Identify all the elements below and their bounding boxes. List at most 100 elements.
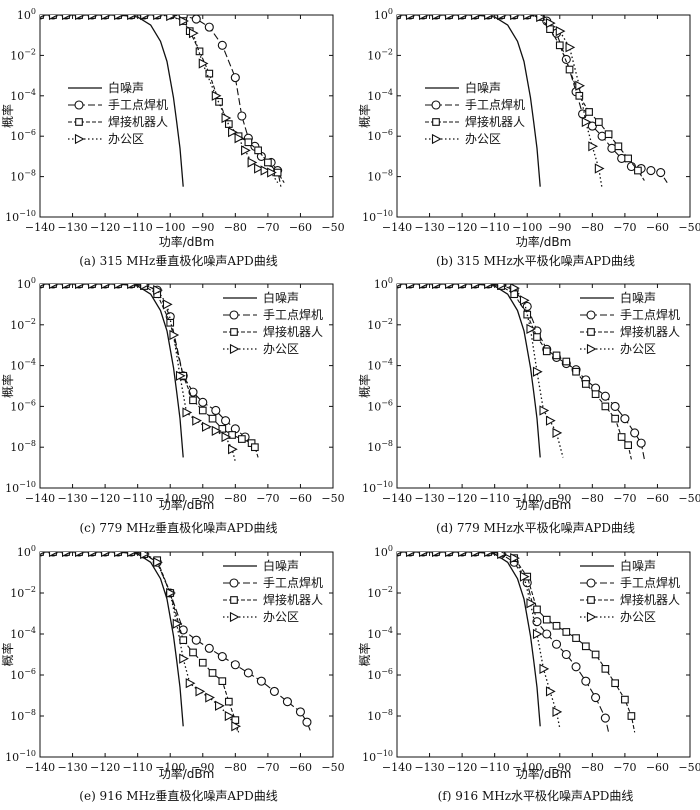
data-point-office-area <box>61 284 72 290</box>
series-line-office-area <box>40 552 240 733</box>
legend-marker-manual-welder <box>586 310 596 320</box>
x-tick-label: −60 <box>646 221 669 234</box>
x-tick-label: −70 <box>613 221 636 234</box>
data-point-office-area <box>221 431 232 443</box>
data-point-office-area <box>182 407 193 418</box>
data-point-welding-robot <box>581 380 590 388</box>
data-point-welding-robot <box>224 697 233 706</box>
legend-marker-office-area <box>586 343 597 355</box>
legend-label-manual-welder: 手工点焊机 <box>620 575 680 590</box>
x-tick-label: −130 <box>57 221 87 234</box>
chart-panel-2: −140 −130 −120 −110 −100 −90 −80 −70 −60 −50 100 10… <box>357 7 700 268</box>
data-point-manual-welder <box>600 713 610 723</box>
series-line-manual-welder <box>397 284 645 460</box>
data-point-manual-welder <box>636 438 646 448</box>
series-office-area <box>40 552 242 733</box>
data-point-office-area <box>497 284 507 291</box>
data-point-welding-robot <box>198 406 207 415</box>
x-tick-label: −100 <box>512 221 542 234</box>
y-tick-label: 10−6 <box>10 128 36 143</box>
plot-frame <box>39 551 334 758</box>
data-point-office-area <box>198 58 209 69</box>
y-tick-label: 10−6 <box>10 667 36 682</box>
x-tick-label: −110 <box>480 761 510 774</box>
data-point-office-area <box>471 552 481 558</box>
data-point-office-area <box>179 653 189 664</box>
data-point-welding-robot <box>601 664 610 673</box>
panel-caption: (f) 916 MHz水平极化噪声APD曲线 <box>438 789 634 803</box>
legend-label-white-noise: 白噪声 <box>620 558 656 573</box>
data-point-welding-robot <box>218 424 227 433</box>
data-point-welding-robot <box>195 47 204 56</box>
data-point-office-area <box>532 628 543 640</box>
data-point-office-area <box>484 552 494 558</box>
data-point-welding-robot <box>189 396 197 405</box>
data-point-office-area <box>101 15 111 21</box>
legend-marker-welding-robot <box>230 328 238 336</box>
data-point-office-area <box>565 42 576 53</box>
data-point-office-area <box>188 28 199 39</box>
data-point-welding-robot <box>237 435 246 443</box>
data-point-office-area <box>397 284 403 287</box>
data-point-manual-welder <box>600 391 610 401</box>
data-point-office-area <box>497 552 507 560</box>
data-point-welding-robot <box>611 414 619 423</box>
x-tick-label: −140 <box>382 492 412 505</box>
series-office-area <box>40 15 279 184</box>
data-point-welding-robot <box>533 333 541 341</box>
data-point-manual-welder <box>211 405 221 416</box>
data-point-office-area <box>211 425 222 436</box>
data-point-office-area <box>166 587 176 599</box>
x-tick-label: −120 <box>447 492 477 505</box>
data-point-office-area <box>185 678 196 689</box>
data-point-office-area <box>192 415 202 426</box>
y-tick-label: 10−6 <box>367 667 393 682</box>
data-point-office-area <box>418 284 429 290</box>
x-tick-label: −90 <box>191 492 214 505</box>
data-point-manual-welder <box>191 635 201 645</box>
x-tick-label: −130 <box>414 221 444 234</box>
y-tick-label: 100 <box>17 544 36 559</box>
legend-label-welding-robot: 焊接机器人 <box>620 592 680 607</box>
x-tick-label: −70 <box>256 492 279 505</box>
x-tick-label: −120 <box>447 761 477 774</box>
data-point-office-area <box>510 15 520 21</box>
chart-panel-6: −140 −130 −120 −110 −100 −90 −80 −70 −60 −50 100 10… <box>357 544 700 803</box>
x-tick-label: −90 <box>548 492 571 505</box>
x-tick-label: −80 <box>224 761 247 774</box>
y-tick-label: 100 <box>374 276 393 291</box>
panel-caption: (e) 916 MHz垂直极化噪声APD曲线 <box>79 789 277 803</box>
panel-caption: (a) 315 MHz垂直极化噪声APD曲线 <box>79 254 278 268</box>
data-point-office-area <box>539 663 550 674</box>
legend-label-white-noise: 白噪声 <box>108 80 144 95</box>
data-point-office-area <box>221 112 232 124</box>
x-tick-label: −110 <box>123 761 153 774</box>
data-point-office-area <box>532 366 543 377</box>
data-point-welding-robot <box>179 636 188 644</box>
legend-label-welding-robot: 焊接机器人 <box>465 114 525 129</box>
y-tick-label: 10−8 <box>10 708 36 723</box>
data-point-office-area <box>575 80 585 91</box>
x-tick-label: −90 <box>548 761 571 774</box>
data-point-welding-robot <box>604 130 613 139</box>
data-point-office-area <box>127 284 137 290</box>
series-white-noise <box>40 552 184 727</box>
chart-panel-3: −140 −130 −120 −110 −100 −90 −80 −70 −60 −50 100 10… <box>0 276 345 535</box>
series-line-white-noise <box>40 552 184 727</box>
data-point-manual-welder <box>581 676 591 686</box>
x-tick-label: −100 <box>512 492 542 505</box>
data-point-office-area <box>172 618 183 629</box>
series-office-area <box>40 284 238 462</box>
data-point-manual-welder <box>256 676 266 686</box>
x-tick-label: −60 <box>646 761 669 774</box>
data-point-office-area <box>539 405 550 416</box>
legend-marker-welding-robot <box>587 328 595 336</box>
data-point-manual-welder <box>204 22 214 32</box>
data-point-office-area <box>40 15 46 18</box>
x-tick-label: −110 <box>123 492 153 505</box>
data-point-welding-robot <box>562 628 571 636</box>
x-axis-label: 功率/dBm <box>516 234 572 249</box>
data-point-office-area <box>215 700 225 711</box>
x-tick-label: −100 <box>512 761 542 774</box>
x-tick-label: −100 <box>155 761 185 774</box>
